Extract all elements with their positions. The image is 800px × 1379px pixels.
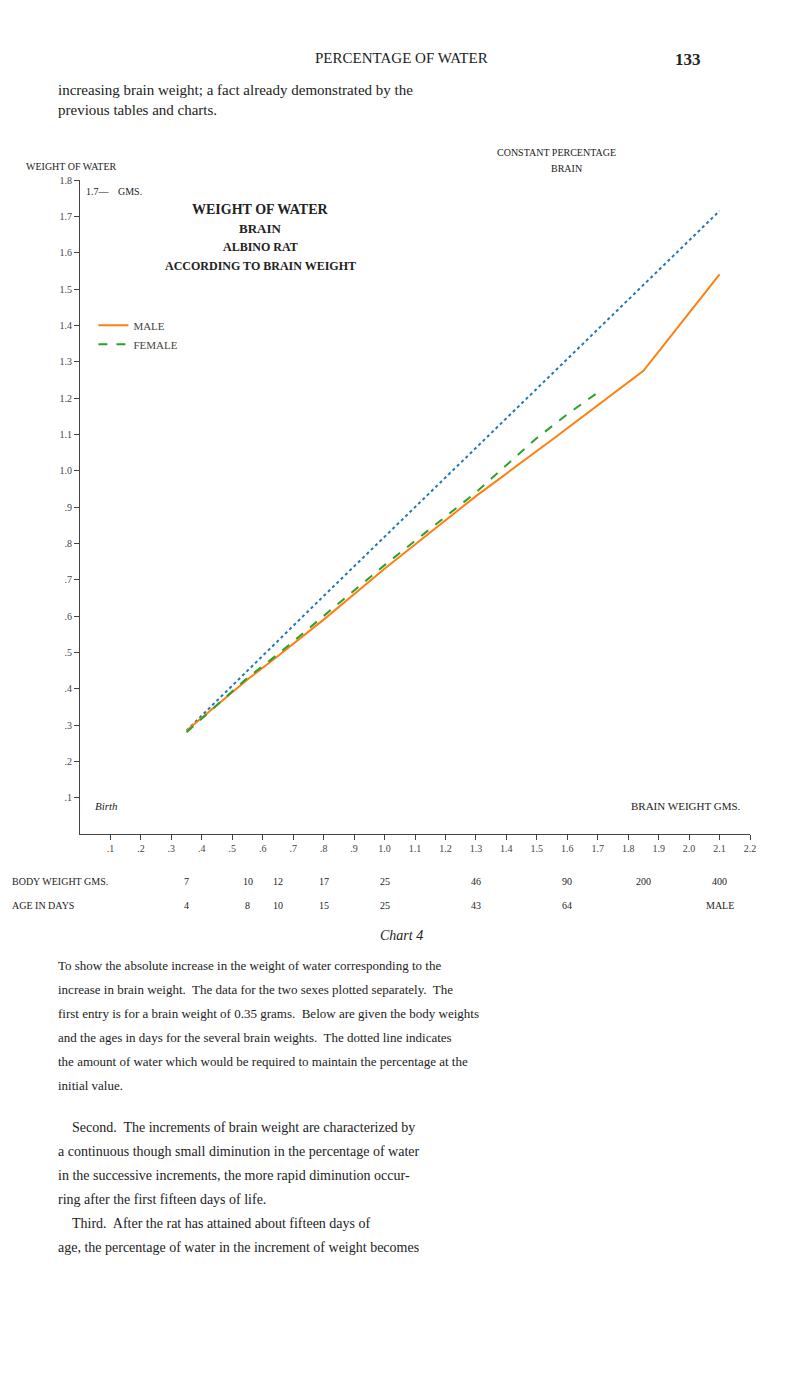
svg-text:the amount of water which woul: the amount of water which would be requi… <box>58 1054 468 1069</box>
svg-text:25: 25 <box>380 876 390 887</box>
svg-text:.1: .1 <box>107 843 115 854</box>
svg-text:1.9: 1.9 <box>652 843 665 854</box>
svg-text:.3: .3 <box>168 843 176 854</box>
svg-text:10: 10 <box>273 900 283 911</box>
svg-text:10: 10 <box>243 876 253 887</box>
svg-text:400: 400 <box>712 876 727 887</box>
svg-text:1.3: 1.3 <box>60 356 73 367</box>
svg-text:WEIGHT OF WATER: WEIGHT OF WATER <box>26 161 117 172</box>
svg-text:FEMALE: FEMALE <box>133 339 177 351</box>
svg-text:1.8: 1.8 <box>622 843 635 854</box>
svg-text:.5: .5 <box>229 843 237 854</box>
svg-text:.9: .9 <box>65 502 73 513</box>
svg-text:133: 133 <box>675 50 701 69</box>
svg-text:46: 46 <box>471 876 481 887</box>
svg-text:1.7: 1.7 <box>591 843 604 854</box>
svg-text:ALBINO RAT: ALBINO RAT <box>223 240 298 254</box>
svg-text:in the successive increments,: in the successive increments, the more r… <box>58 1168 410 1183</box>
svg-text:Chart 4: Chart 4 <box>380 928 423 943</box>
svg-text:.5: .5 <box>65 647 73 658</box>
svg-text:1.4: 1.4 <box>60 320 73 331</box>
svg-text:first entry is for a brain wei: first entry is for a brain weight of 0.3… <box>58 1006 479 1021</box>
svg-text:1.7—: 1.7— <box>86 186 110 197</box>
svg-text:.1: .1 <box>65 792 73 803</box>
svg-text:BODY WEIGHT GMS.: BODY WEIGHT GMS. <box>12 876 108 887</box>
svg-text:1.7: 1.7 <box>60 211 73 222</box>
svg-text:.3: .3 <box>65 720 73 731</box>
svg-text:1.0: 1.0 <box>60 465 73 476</box>
svg-text:.9: .9 <box>350 843 358 854</box>
svg-text:1.5: 1.5 <box>60 284 73 295</box>
svg-text:.4: .4 <box>65 683 73 694</box>
svg-text:1.2: 1.2 <box>439 843 452 854</box>
svg-text:200: 200 <box>636 876 651 887</box>
svg-text:.8: .8 <box>320 843 328 854</box>
svg-text:1.4: 1.4 <box>500 843 513 854</box>
svg-text:.2: .2 <box>65 756 73 767</box>
svg-text:1.6: 1.6 <box>561 843 574 854</box>
svg-text:2.2: 2.2 <box>744 843 757 854</box>
svg-text:1.1: 1.1 <box>409 843 422 854</box>
svg-text:BRAIN: BRAIN <box>551 163 582 174</box>
svg-text:.6: .6 <box>65 611 73 622</box>
svg-text:MALE: MALE <box>133 320 164 332</box>
svg-text:8: 8 <box>245 900 250 911</box>
svg-text:90: 90 <box>562 876 572 887</box>
svg-text:MALE: MALE <box>706 900 734 911</box>
svg-text:1.6: 1.6 <box>60 247 73 258</box>
svg-text:BRAIN: BRAIN <box>239 221 282 236</box>
svg-text:a continuous though small dimi: a continuous though small diminution in … <box>58 1144 420 1159</box>
svg-text:and the ages in days for the s: and the ages in days for the several bra… <box>58 1030 452 1045</box>
svg-text:4: 4 <box>184 900 189 911</box>
svg-text:1.3: 1.3 <box>470 843 483 854</box>
svg-text:43: 43 <box>471 900 481 911</box>
svg-text:1.1: 1.1 <box>60 429 73 440</box>
svg-text:AGE IN DAYS: AGE IN DAYS <box>12 900 74 911</box>
svg-text:increase in brain weight. The: increase in brain weight. The data for t… <box>58 982 453 997</box>
svg-text:7: 7 <box>184 876 189 887</box>
svg-text:25: 25 <box>380 900 390 911</box>
svg-text:1.2: 1.2 <box>60 393 73 404</box>
svg-text:To show the absolute increase: To show the absolute increase in the wei… <box>58 958 441 973</box>
svg-text:BRAIN WEIGHT GMS.: BRAIN WEIGHT GMS. <box>631 800 741 812</box>
svg-text:ring after the first fifteen d: ring after the first fifteen days of lif… <box>58 1192 266 1207</box>
svg-text:Second. The increments of bra: Second. The increments of brain weight a… <box>58 1120 415 1135</box>
svg-text:2.0: 2.0 <box>683 843 696 854</box>
svg-text:ACCORDING TO BRAIN WEIGHT: ACCORDING TO BRAIN WEIGHT <box>165 259 356 273</box>
svg-text:.6: .6 <box>259 843 267 854</box>
svg-text:12: 12 <box>273 876 283 887</box>
svg-text:age, the percentage of water i: age, the percentage of water in the incr… <box>58 1240 419 1255</box>
svg-text:.8: .8 <box>65 538 73 549</box>
svg-text:17: 17 <box>319 876 329 887</box>
svg-text:increasing brain weight; a fac: increasing brain weight; a fact already … <box>58 82 413 118</box>
svg-text:Third. After the rat has atta: Third. After the rat has attained about … <box>58 1216 371 1231</box>
svg-text:64: 64 <box>562 900 572 911</box>
svg-text:initial value.: initial value. <box>58 1078 123 1093</box>
svg-text:.7: .7 <box>65 574 73 585</box>
svg-text:PERCENTAGE OF WATER: PERCENTAGE OF WATER <box>315 50 488 66</box>
svg-text:1.0: 1.0 <box>378 843 391 854</box>
svg-text:1.8: 1.8 <box>60 175 73 186</box>
svg-text:.4: .4 <box>198 843 206 854</box>
svg-text:CONSTANT PERCENTAGE: CONSTANT PERCENTAGE <box>497 147 616 158</box>
svg-text:WEIGHT OF WATER: WEIGHT OF WATER <box>192 202 329 217</box>
svg-text:Birth: Birth <box>95 800 118 812</box>
svg-text:15: 15 <box>319 900 329 911</box>
svg-text:.7: .7 <box>289 843 297 854</box>
svg-text:.2: .2 <box>137 843 145 854</box>
svg-text:2.1: 2.1 <box>713 843 726 854</box>
svg-text:1.5: 1.5 <box>531 843 544 854</box>
svg-text:GMS.: GMS. <box>118 186 142 197</box>
